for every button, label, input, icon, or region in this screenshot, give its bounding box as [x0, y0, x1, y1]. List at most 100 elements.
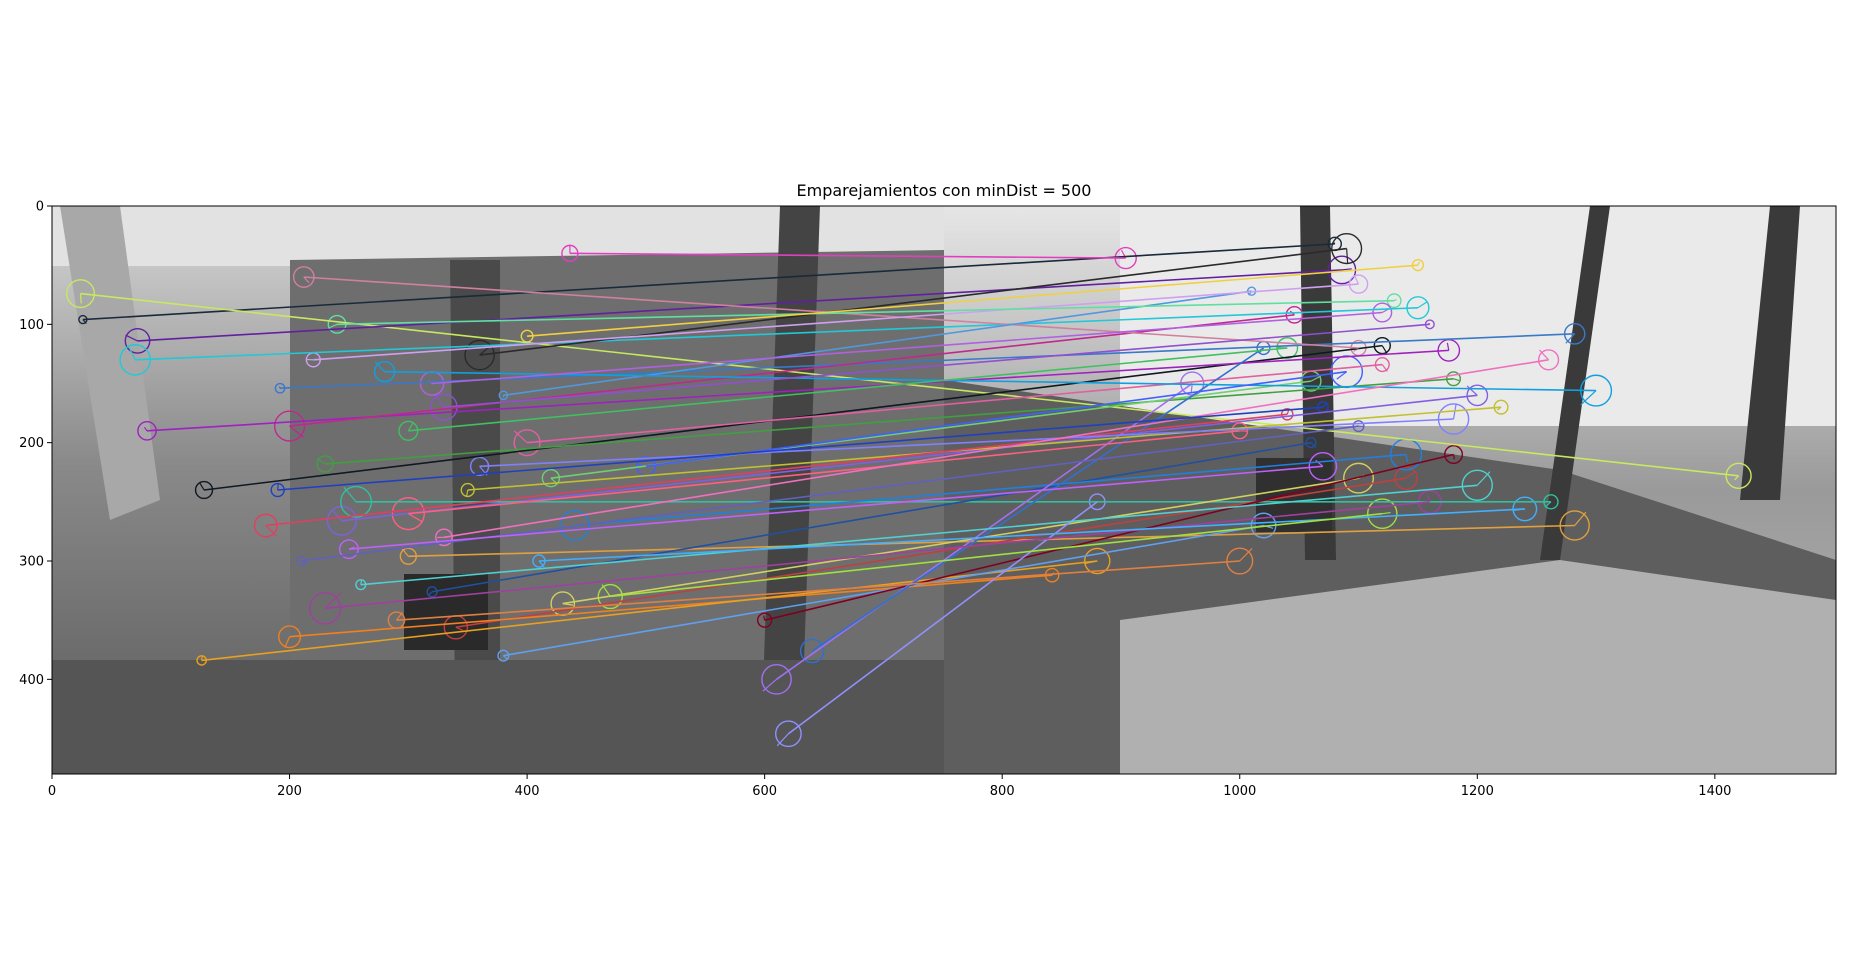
match-line — [574, 453, 1407, 527]
match-line — [479, 418, 1454, 468]
keypoint-circle — [1444, 445, 1464, 464]
match-line — [289, 314, 1295, 427]
keypoint-circle — [761, 663, 792, 695]
keypoint-orientation — [1476, 471, 1491, 486]
keypoint-orientation — [317, 458, 326, 465]
keypoint-orientation — [1405, 454, 1409, 463]
keypoint-orientation — [1580, 390, 1597, 406]
keypoint-circle — [1226, 547, 1254, 575]
keypoint-orientation — [466, 489, 469, 497]
keypoint-orientation — [538, 560, 545, 568]
keypoint-orientation — [125, 334, 138, 342]
keypoint-orientation — [1417, 301, 1428, 309]
keypoint-orientation — [329, 323, 338, 329]
keypoint-orientation — [1322, 401, 1328, 408]
keypoint-orientation — [278, 386, 281, 389]
keypoint-orientation — [289, 425, 304, 438]
keypoint-orientation — [374, 361, 386, 373]
keypoint-circle — [1331, 233, 1363, 265]
keypoint-orientation — [199, 482, 205, 491]
match-line — [337, 299, 1395, 326]
x-tick-label: 1000 — [1223, 784, 1256, 799]
keypoint-orientation — [408, 513, 423, 523]
match-line — [408, 430, 1240, 515]
match-line — [82, 243, 1335, 321]
keypoint-circle — [273, 410, 306, 442]
keypoint-orientation — [1381, 364, 1388, 372]
keypoint-circle — [1461, 469, 1493, 501]
left-image-pillar-right — [760, 206, 820, 774]
x-tick-label: 1400 — [1698, 784, 1731, 799]
match-line — [443, 323, 1430, 408]
match-line — [645, 370, 1347, 468]
x-tick-label: 1200 — [1461, 784, 1494, 799]
x-tick-label: 800 — [990, 784, 1015, 799]
match-line — [811, 347, 1264, 652]
left-image-floor — [52, 660, 944, 774]
keypoint-circle — [308, 592, 342, 625]
left-image-checkerboard — [404, 574, 488, 650]
keypoint-orientation — [401, 548, 409, 557]
match-line — [538, 508, 1525, 562]
keypoint-orientation — [1417, 261, 1420, 266]
keypoint-orientation — [1427, 494, 1431, 502]
keypoint-circle — [775, 720, 802, 748]
keypoint-orientation — [1353, 274, 1360, 285]
keypoint-circle — [1725, 462, 1752, 489]
keypoint-orientation — [128, 347, 136, 361]
keypoint-orientation — [1310, 442, 1317, 448]
keypoint-circle — [597, 583, 623, 610]
photo-backdrop — [52, 206, 1836, 774]
keypoint-orientation — [1446, 342, 1450, 351]
keypoint-circle — [464, 339, 495, 371]
keypoint-orientation — [1544, 501, 1552, 508]
y-tick-label: 0 — [36, 200, 44, 215]
keypoint-circle — [426, 586, 438, 598]
x-tick-label: 0 — [48, 784, 56, 799]
match-line — [527, 264, 1418, 337]
keypoint-orientation — [143, 426, 148, 432]
keypoint-circle — [1373, 336, 1391, 355]
keypoint-circle — [1276, 337, 1299, 359]
keypoint-circle — [1343, 462, 1375, 494]
keypoint-circle — [1537, 349, 1560, 371]
match-line — [408, 524, 1575, 558]
keypoint-circle — [1285, 306, 1304, 324]
keypoint-orientation — [284, 636, 291, 648]
match-line — [289, 574, 1053, 638]
match-line — [503, 524, 1264, 657]
match-line — [396, 560, 1240, 621]
match-line — [562, 477, 1359, 605]
x-tick-label: 200 — [277, 784, 302, 799]
keypoint-orientation — [79, 293, 82, 304]
match-line — [431, 441, 1312, 593]
keypoint-orientation — [1539, 349, 1550, 361]
match-line — [201, 560, 1098, 662]
keypoint-orientation — [324, 592, 341, 609]
keypoint-orientation — [1565, 333, 1576, 344]
match-line — [787, 501, 1098, 735]
match-line — [325, 377, 1454, 465]
keypoint-circle — [541, 468, 561, 488]
match-line — [764, 453, 1454, 621]
keypoint-orientation — [1336, 371, 1348, 380]
keypoint-circle — [559, 510, 590, 541]
right-image-floor-texture — [1120, 560, 1836, 774]
match-line — [432, 311, 1383, 385]
keypoint-orientation — [303, 276, 310, 284]
keypoint-circle — [194, 480, 214, 500]
left-image-pillar-left — [60, 206, 160, 520]
keypoint-circle — [278, 625, 302, 649]
keypoint-orientation — [1452, 454, 1455, 460]
keypoint-orientation — [1574, 511, 1587, 526]
keypoint-orientation — [331, 509, 343, 522]
match-line — [325, 501, 1430, 610]
keypoint-orientation — [1381, 345, 1388, 354]
keypoint-circle — [1305, 437, 1317, 449]
keypoint-circle — [1366, 498, 1398, 529]
keypoint-orientation — [776, 733, 789, 747]
keypoint-orientation — [1346, 248, 1349, 264]
keypoint-orientation — [1310, 375, 1322, 382]
y-axis-ticks: 0 100 200 300 400 — [19, 200, 52, 688]
keypoint-orientation — [513, 430, 528, 444]
